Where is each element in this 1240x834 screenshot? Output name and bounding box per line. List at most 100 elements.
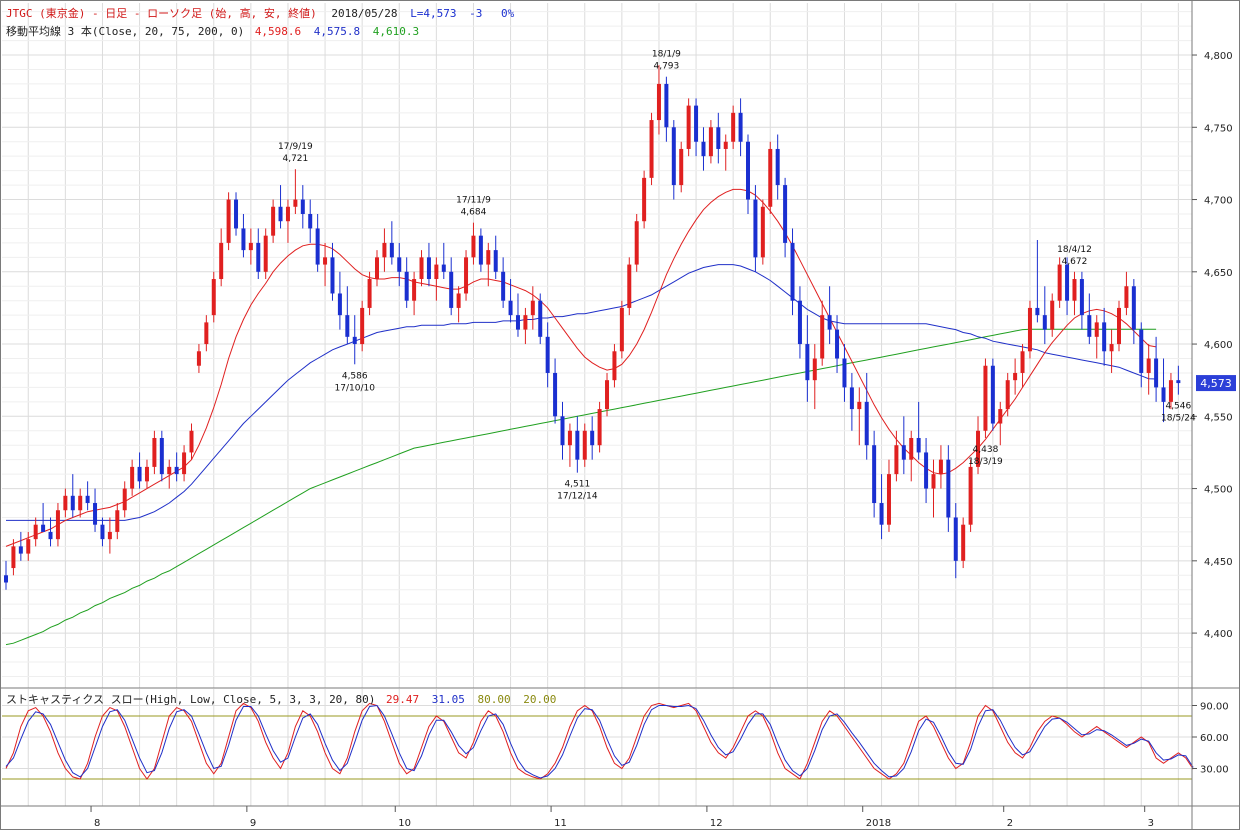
candle-body: [1146, 358, 1151, 373]
candle-body: [137, 466, 142, 482]
candle-body: [746, 141, 750, 200]
annotation-value: 4,684: [461, 208, 487, 218]
candle-body: [144, 466, 149, 482]
candle-body: [805, 344, 810, 381]
candle-body: [1161, 387, 1166, 402]
candle-body: [1050, 300, 1055, 330]
candle-body: [538, 300, 543, 337]
price-tick-label: 4,500: [1204, 485, 1233, 496]
candle-body: [1057, 264, 1062, 301]
candle-body: [115, 510, 120, 532]
last-price: L=4,573: [410, 7, 456, 20]
candle-body: [953, 517, 958, 561]
annotation-value: 4,672: [1062, 257, 1088, 267]
candle-body: [1131, 286, 1136, 330]
candle-body: [426, 257, 431, 280]
candle-body: [234, 199, 239, 229]
ma-legend: 移動平均線 3 本(Close, 20, 75, 200, 0) 4,598.6…: [6, 24, 419, 38]
candle-body: [656, 83, 661, 121]
candle-body: [508, 300, 513, 316]
annotation-date: 18/1/9: [652, 50, 681, 60]
candle-body: [167, 466, 172, 475]
ma200-value: 4,610.3: [373, 25, 419, 38]
candle-body: [894, 445, 899, 475]
annotation-date: 17/11/9: [456, 196, 491, 206]
candle-body: [1102, 322, 1107, 352]
candle-body: [1035, 307, 1040, 316]
candle-body: [820, 315, 825, 359]
annotation-value: 4,721: [282, 154, 308, 164]
candle-body: [300, 199, 305, 214]
candle-body: [1079, 279, 1084, 316]
candle-body: [731, 112, 736, 142]
candle-body: [1027, 307, 1032, 352]
candle-body: [783, 185, 788, 243]
candle-body: [278, 206, 283, 222]
candle-body: [812, 358, 817, 381]
candle-body: [263, 235, 268, 272]
time-tick-label: 3: [1148, 818, 1154, 829]
candle-body: [486, 250, 491, 265]
stoch-d-value: 31.05: [432, 693, 465, 706]
candle-body: [93, 503, 98, 525]
candle-body: [983, 365, 988, 431]
candle-body: [18, 546, 23, 554]
candle-body: [55, 510, 60, 540]
candle-body: [456, 293, 461, 308]
candle-body: [493, 250, 498, 272]
price-tick-label: 4,400: [1204, 629, 1233, 640]
candle-body: [1072, 279, 1077, 301]
price-tick-label: 4,450: [1204, 557, 1233, 568]
candle-body: [827, 315, 832, 330]
annotation-value: 4,511: [564, 480, 590, 490]
candle-body: [11, 546, 16, 569]
annotation-date: 18/5/24: [1161, 414, 1196, 424]
price-change: -3: [469, 7, 482, 20]
candle-body: [256, 242, 261, 272]
annotation-value: 4,438: [973, 445, 999, 455]
candle-body: [686, 105, 691, 149]
header-legend: JTGC (東京金) - 日足 - ローソク足 (始, 高, 安, 終値) 20…: [6, 6, 515, 20]
candle-body: [78, 495, 83, 511]
candle-body: [48, 531, 53, 540]
candle-body: [961, 524, 966, 561]
candle-body: [679, 148, 684, 186]
time-tick-label: 9: [250, 818, 256, 829]
candle-body: [1154, 358, 1159, 388]
candle-body: [196, 351, 201, 366]
candle-body: [337, 293, 342, 316]
stoch-upper-value: 80.00: [478, 693, 511, 706]
candle-body: [323, 257, 328, 265]
chart-title: JTGC (東京金) - 日足 - ローソク足 (始, 高, 安, 終値): [6, 6, 317, 20]
candle-body: [515, 315, 520, 330]
candle-body: [990, 365, 995, 424]
candle-body: [797, 300, 802, 345]
candle-body: [545, 336, 550, 373]
price-tick-label: 4,550: [1204, 412, 1233, 423]
candle-body: [998, 409, 1003, 424]
candle-body: [1109, 344, 1114, 352]
candle-body: [1087, 315, 1092, 337]
candle-body: [248, 242, 253, 251]
candle-body: [835, 329, 840, 359]
candle-body: [738, 112, 743, 142]
candle-body: [478, 235, 483, 265]
candle-body: [70, 495, 75, 511]
candle-body: [931, 474, 936, 489]
candle-body: [389, 242, 394, 258]
candle-body: [449, 271, 454, 308]
candle-body: [523, 315, 528, 330]
candle-body: [671, 127, 676, 186]
candle-body: [857, 401, 862, 410]
time-tick-label: 2: [1007, 818, 1013, 829]
candle-body: [664, 83, 669, 128]
candle-body: [404, 271, 409, 301]
candle-body: [345, 315, 350, 337]
candle-body: [1124, 286, 1129, 308]
current-price-tag: 4,573: [1196, 375, 1236, 392]
candle-body: [33, 524, 38, 540]
candle-body: [560, 416, 565, 446]
candle-body: [1065, 264, 1070, 301]
candle-body: [864, 401, 869, 446]
